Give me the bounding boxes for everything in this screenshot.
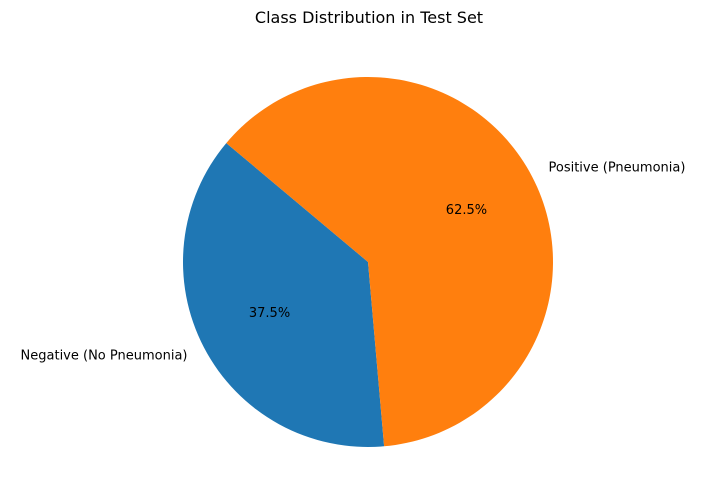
slice-label-positive-pneumonia: Positive (Pneumonia) xyxy=(549,161,686,176)
pie-slice-positive-pneumonia xyxy=(226,77,553,447)
percent-label-negative-no-pneumonia: 37.5% xyxy=(249,306,290,321)
pie-slice-negative-no-pneumonia xyxy=(183,143,385,448)
chart-title: Class Distribution in Test Set xyxy=(254,8,484,27)
percent-label-positive-pneumonia: 62.5% xyxy=(446,203,487,218)
slice-label-negative-no-pneumonia: Negative (No Pneumonia) xyxy=(21,348,188,363)
